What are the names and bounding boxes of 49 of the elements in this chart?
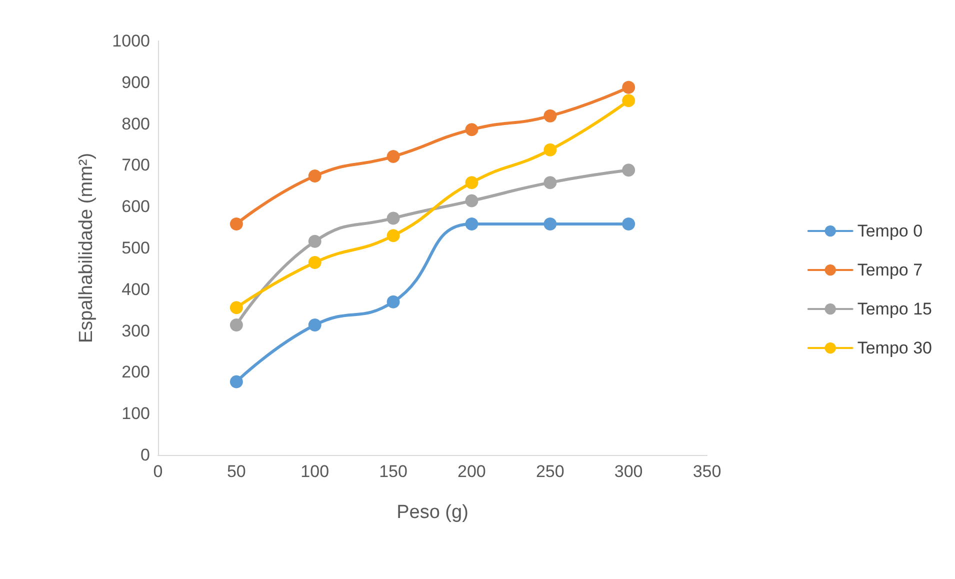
legend-label: Tempo 15 <box>857 300 932 318</box>
point <box>386 212 400 225</box>
point <box>622 217 636 230</box>
y-tick-label: 200 <box>122 362 150 382</box>
x-tick-label: 250 <box>536 462 564 481</box>
x-axis-title: Peso (g) <box>396 502 468 523</box>
y-tick-label: 900 <box>122 72 150 92</box>
y-tick-label: 100 <box>122 404 150 424</box>
y-tick-label: 300 <box>122 321 150 340</box>
legend-label: Tempo 0 <box>857 222 923 240</box>
x-tick-label: 350 <box>692 462 722 481</box>
point <box>386 150 400 163</box>
point <box>544 217 557 230</box>
y-tick-label: 400 <box>122 280 150 299</box>
y-tick-label: 500 <box>122 238 150 258</box>
point <box>308 169 322 182</box>
point <box>465 123 478 136</box>
y-tick-label: 600 <box>122 197 150 216</box>
y-tick-label: 1000 <box>112 32 150 50</box>
point <box>544 176 557 190</box>
y-tick-label: 700 <box>122 156 150 175</box>
y-tick-label: 0 <box>140 446 150 464</box>
point <box>230 375 243 388</box>
x-tick-label: 0 <box>153 462 163 481</box>
point <box>465 217 478 230</box>
point <box>308 318 322 332</box>
x-tick-label: 150 <box>379 462 408 481</box>
point <box>465 176 478 190</box>
x-tick-label: 200 <box>458 462 486 481</box>
point <box>622 94 636 108</box>
point <box>465 194 478 208</box>
point <box>622 164 636 177</box>
point <box>544 143 557 156</box>
point <box>386 295 400 308</box>
x-tick-label: 100 <box>300 462 330 481</box>
legend-label: Tempo 7 <box>857 260 923 280</box>
y-axis-title: Espalhabilidade (mm²) <box>76 152 97 344</box>
point <box>308 256 322 269</box>
legend-label: Tempo 30 <box>857 338 932 358</box>
y-tick-label: 800 <box>122 114 150 134</box>
point <box>386 229 400 242</box>
point <box>544 109 557 122</box>
point <box>622 80 636 94</box>
point <box>230 318 243 332</box>
point <box>230 301 243 314</box>
x-tick-label: 300 <box>614 462 643 481</box>
point <box>308 234 322 248</box>
x-tick-label: 50 <box>226 462 246 481</box>
point <box>230 217 243 230</box>
